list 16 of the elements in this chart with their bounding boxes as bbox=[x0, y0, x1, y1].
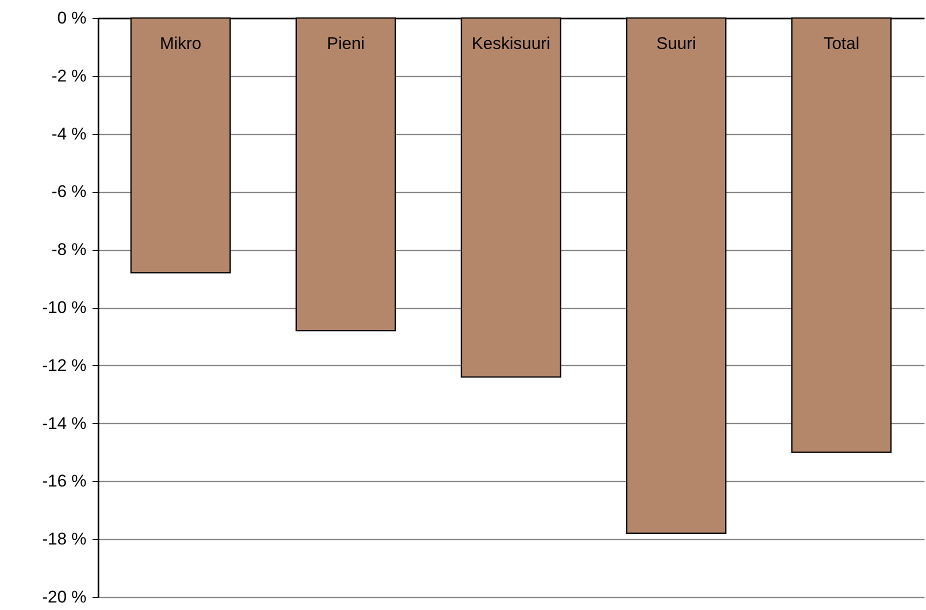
y-tick-label: -4 % bbox=[52, 124, 86, 144]
y-tick-label: -12 % bbox=[42, 356, 86, 375]
y-tick-label: 0 % bbox=[57, 8, 86, 28]
y-tick-label: -6 % bbox=[52, 182, 86, 202]
y-tick-label: -10 % bbox=[42, 298, 86, 317]
y-tick-label: -2 % bbox=[52, 66, 86, 86]
y-tick-label: -16 % bbox=[42, 472, 86, 491]
x-tick-label: Pieni bbox=[326, 34, 365, 53]
x-tick-label: Suuri bbox=[656, 34, 696, 53]
y-tick-label: -14 % bbox=[42, 414, 86, 433]
y-tick-label: -20 % bbox=[42, 588, 86, 606]
x-tick-label: Total bbox=[823, 34, 860, 53]
y-tick-label: -8 % bbox=[52, 240, 86, 260]
x-tick-label: Keskisuuri bbox=[472, 34, 550, 53]
y-tick-label: -18 % bbox=[42, 530, 86, 549]
x-tick-label: Mikro bbox=[160, 34, 202, 53]
